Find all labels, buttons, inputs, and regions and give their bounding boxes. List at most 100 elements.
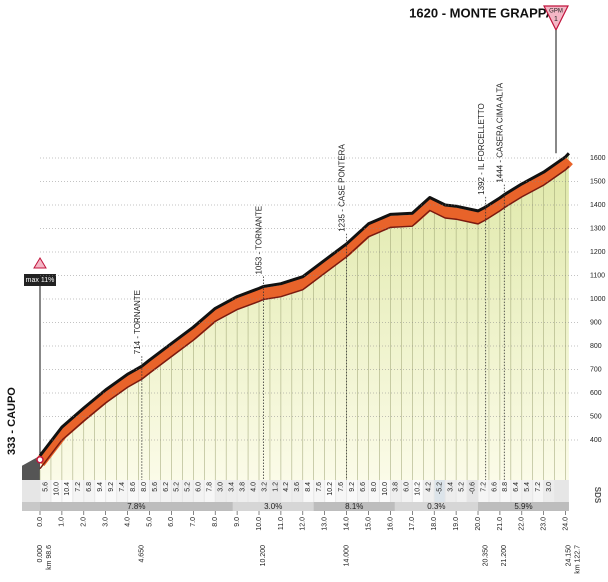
waypoint-distance: 20.350 <box>483 545 490 567</box>
y-tick-label: 1500 <box>590 178 606 185</box>
x-tick-label: 9.0 <box>234 517 241 527</box>
x-tick-label: 15.0 <box>365 517 372 531</box>
section-segment <box>478 502 569 511</box>
grade-cell <box>128 480 139 502</box>
grade-label: 8.0 <box>371 482 378 492</box>
x-tick-label: 12.0 <box>300 517 307 531</box>
start-label: 333 - CAUPO <box>6 387 18 455</box>
grade-label: 3.6 <box>294 482 301 492</box>
grade-label: 3.4 <box>228 482 235 492</box>
grade-cell <box>533 480 544 502</box>
grade-label: 10.2 <box>415 482 422 496</box>
chart-title: 1620 - MONTE GRAPPA <box>409 5 555 20</box>
gpm-badge <box>543 5 569 32</box>
x-tick-label: 20.0 <box>475 517 482 531</box>
section-segment <box>313 502 395 511</box>
grade-label: 3.0 <box>546 482 553 492</box>
grade-cell <box>401 480 412 502</box>
waypoint-label: 714 - TORNANTE <box>133 290 142 354</box>
section-label: 7.8% <box>127 502 145 511</box>
x-tick-label: 23.0 <box>541 517 548 531</box>
x-tick-label: 7.0 <box>190 517 197 527</box>
grade-label: 10.2 <box>327 482 334 496</box>
grade-cell <box>248 480 259 502</box>
grade-cell <box>160 480 171 502</box>
grade-label: 10.0 <box>53 482 60 496</box>
grade-cell <box>434 480 445 502</box>
section-segment <box>232 502 314 511</box>
grade-label: 6.4 <box>513 482 520 492</box>
grade-label: 4.2 <box>426 482 433 492</box>
y-tick-label: 900 <box>590 319 602 326</box>
x-tick-label: 24.0 <box>562 517 569 531</box>
grade-cell <box>139 480 150 502</box>
grade-label: 6.8 <box>86 482 93 492</box>
grade-cell <box>489 480 500 502</box>
waypoint-label: 1444 - CASERA CIMA ALTA <box>495 82 504 182</box>
x-tick-label: 19.0 <box>453 517 460 531</box>
grade-label: 9.2 <box>108 482 115 492</box>
grade-cell <box>182 480 193 502</box>
waypoint-distance: 21.200 <box>501 545 508 567</box>
x-tick-label: 8.0 <box>212 517 219 527</box>
grade-cell <box>467 480 478 502</box>
x-tick-label: 6.0 <box>168 517 175 527</box>
grade-cell <box>106 480 117 502</box>
x-tick-label: 0.0 <box>37 517 44 527</box>
y-tick-label: 400 <box>590 437 602 444</box>
grade-cell <box>379 480 390 502</box>
grade-cell <box>259 480 270 502</box>
grade-label: 3.0 <box>218 482 225 492</box>
grade-label: 5.2 <box>458 482 465 492</box>
waypoint-distance: 10.200 <box>260 545 267 567</box>
grade-label: -0.6 <box>469 482 476 494</box>
grade-label: 10.0 <box>382 482 389 496</box>
grade-cell <box>62 480 73 502</box>
x-tick-label: 10.0 <box>256 517 263 531</box>
grade-cell <box>281 480 292 502</box>
grade-label: 7.2 <box>75 482 82 492</box>
grade-cell <box>73 480 84 502</box>
distance-label: 24.150 <box>566 545 573 567</box>
grade-label: 7.8 <box>207 482 214 492</box>
waypoint-label: 1053 - TORNANTE <box>254 206 263 275</box>
section-label: 5.9% <box>514 502 532 511</box>
gpm-number: 1 <box>554 16 558 23</box>
grade-label: 10.4 <box>64 482 71 496</box>
grade-cell <box>171 480 182 502</box>
section-label: 0.3% <box>427 502 445 511</box>
y-tick-label: 1100 <box>590 272 605 279</box>
grade-label: 5.6 <box>152 482 159 492</box>
grade-label: 8.8 <box>502 482 509 492</box>
x-tick-label: 3.0 <box>103 517 110 527</box>
x-tick-label: 14.0 <box>343 517 350 531</box>
section-label: 3.0% <box>264 502 282 511</box>
grade-cell <box>423 480 434 502</box>
y-tick-label: 1600 <box>590 155 606 162</box>
grade-label: 9.4 <box>97 482 104 492</box>
grade-label: 6.2 <box>163 482 170 492</box>
grade-label: 3.4 <box>447 482 454 492</box>
grade-strip <box>22 480 569 502</box>
grade-label: 8.6 <box>130 482 137 492</box>
grade-cell <box>456 480 467 502</box>
y-tick-label: 600 <box>590 390 602 397</box>
grade-cell <box>292 480 303 502</box>
grade-cell <box>511 480 522 502</box>
grade-label: 7.2 <box>535 482 542 492</box>
grade-cell <box>347 480 358 502</box>
grade-label: 3.8 <box>393 482 400 492</box>
grade-label: 1.2 <box>272 482 279 492</box>
y-tick-label: 1000 <box>590 296 606 303</box>
grade-label: 7.4 <box>119 482 126 492</box>
grade-label: 3.2 <box>261 482 268 492</box>
grade-cell <box>522 480 533 502</box>
y-tick-label: 1400 <box>590 202 606 209</box>
max-box <box>24 274 56 286</box>
grade-label: 8.0 <box>141 482 148 492</box>
grade-label: 4.0 <box>250 482 257 492</box>
grade-cell <box>336 480 347 502</box>
grade-cell <box>390 480 401 502</box>
grade-label: 9.2 <box>349 482 356 492</box>
